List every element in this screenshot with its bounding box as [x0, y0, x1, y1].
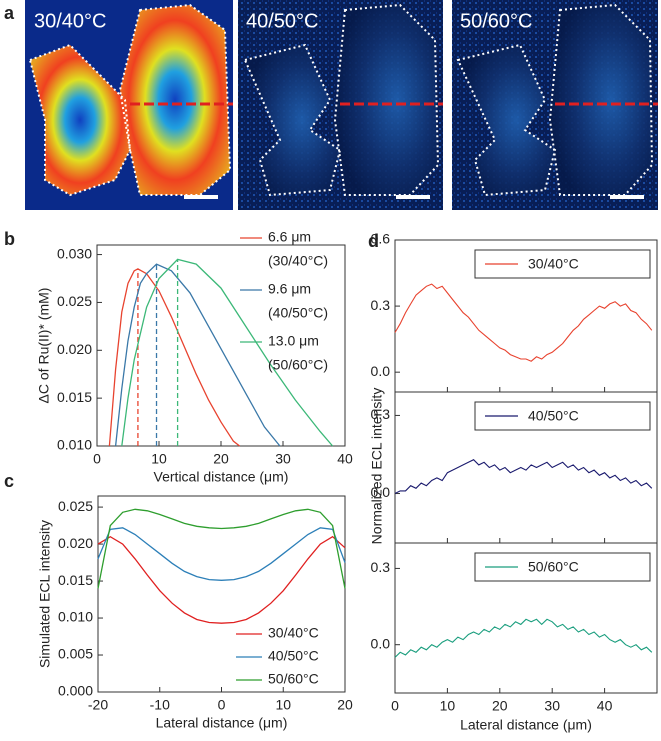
y-tick-label: 0.025	[58, 498, 93, 514]
legend-label: 13.0 μm	[268, 333, 319, 349]
x-tick-label: 20	[492, 698, 508, 714]
panel-label: d	[368, 231, 379, 251]
y-tick-label: 0.3	[371, 297, 391, 313]
x-tick-label: 30	[275, 451, 291, 467]
y-tick-label: 0.010	[57, 437, 92, 453]
x-tick-label: 0	[218, 697, 226, 713]
y-tick-label: 0.6	[371, 231, 391, 247]
cell	[120, 5, 230, 195]
legend-label: (30/40°C)	[268, 253, 328, 269]
x-tick-label: 30	[544, 698, 560, 714]
x-tick-label: 40	[337, 451, 353, 467]
y-tick-label: 0.0	[371, 363, 391, 379]
cell-outline	[456, 3, 654, 197]
x-tick-label: 0	[93, 451, 101, 467]
x-tick-label: 10	[151, 451, 167, 467]
data-line	[108, 268, 240, 447]
panel-a-images: 30/40°C 40/50°C 50/60°C	[25, 0, 658, 210]
y-tick-label: 0.030	[57, 245, 92, 261]
image-label: 30/40°C	[34, 10, 107, 32]
y-tick-label: 0.0	[371, 635, 391, 651]
data-line	[97, 535, 346, 624]
panel-label: a	[4, 3, 15, 23]
cell	[245, 45, 340, 195]
y-tick-label: 0.0	[371, 484, 391, 500]
data-line	[394, 459, 653, 494]
cell-outline	[28, 3, 232, 197]
y-tick-label: 0.020	[58, 535, 93, 551]
y-tick-label: 0.010	[58, 609, 93, 625]
x-tick-label: -20	[88, 697, 108, 713]
legend-label: 30/40°C	[528, 256, 579, 272]
legend-label: 50/60°C	[268, 671, 319, 687]
y-tick-label: 0.3	[371, 559, 391, 575]
cell-outline	[243, 3, 440, 197]
legend-label: 40/50°C	[268, 648, 319, 664]
x-tick-label: 10	[275, 697, 291, 713]
image-label: 40/50°C	[246, 10, 319, 32]
legend-label: 9.6 μm	[268, 281, 311, 297]
legend-label: 30/40°C	[268, 625, 319, 641]
x-tick-label: 40	[597, 698, 613, 714]
image-label: 50/60°C	[460, 10, 533, 32]
legend-label: (50/60°C)	[268, 357, 328, 373]
data-line	[121, 258, 334, 447]
y-tick-label: 0.3	[371, 406, 391, 422]
data-line	[97, 527, 346, 581]
data-line	[394, 283, 653, 362]
panel-label: c	[4, 471, 14, 491]
plot-frame	[394, 542, 658, 694]
x-axis-label: Lateral distance (μm)	[460, 717, 592, 733]
data-line	[114, 263, 281, 447]
y-tick-label: 0.015	[57, 389, 92, 405]
y-tick-label: 0.000	[58, 683, 93, 699]
y-axis-label: ΔC of Ru(II)* (mM)	[36, 288, 52, 404]
cell	[458, 45, 555, 195]
data-line	[97, 508, 346, 589]
y-axis-label: Simulated ECL intensity	[37, 520, 53, 668]
legend-label: 50/60°C	[528, 559, 579, 575]
y-axis-label: Normalized ECL intensity	[369, 388, 385, 545]
y-tick-label: 0.025	[57, 293, 92, 309]
cell	[30, 45, 130, 195]
y-tick-label: 0.020	[57, 341, 92, 357]
y-tick-label: 0.015	[58, 572, 93, 588]
x-tick-label: 0	[391, 698, 399, 714]
x-axis-label: Vertical distance (μm)	[154, 469, 289, 485]
x-tick-label: 10	[440, 698, 456, 714]
legend-label: 6.6 μm	[268, 229, 311, 245]
legend-label: 40/50°C	[528, 408, 579, 424]
legend-label: (40/50°C)	[268, 305, 328, 321]
panel-label: b	[4, 229, 15, 249]
y-tick-label: 0.005	[58, 646, 93, 662]
x-tick-label: -10	[150, 697, 170, 713]
cell	[335, 5, 438, 195]
x-tick-label: 20	[337, 697, 353, 713]
data-line	[394, 618, 653, 658]
cell	[550, 5, 652, 195]
x-tick-label: 20	[213, 451, 229, 467]
x-axis-label: Lateral distance (μm)	[156, 715, 288, 731]
